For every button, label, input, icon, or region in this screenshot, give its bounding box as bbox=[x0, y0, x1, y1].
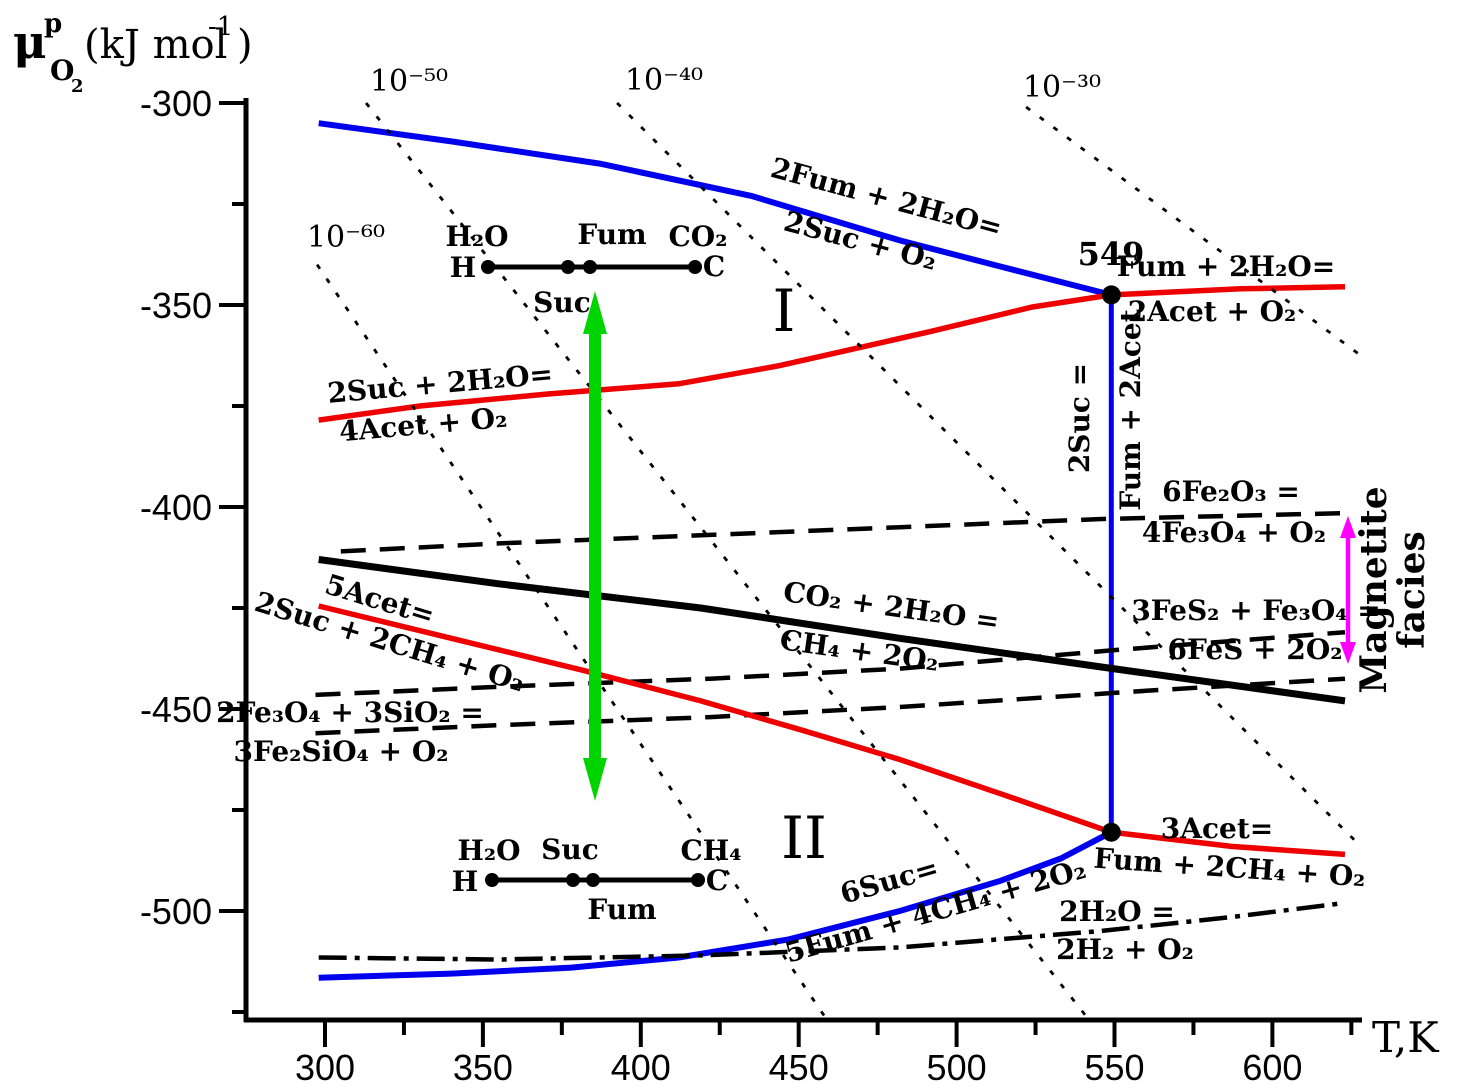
magnetite-facies-annotation: Magnetite facies bbox=[1340, 486, 1433, 694]
tieline-bottom-dot-h bbox=[485, 873, 499, 887]
magnetite-facies-label-2: facies bbox=[1391, 531, 1433, 649]
inset-top-suc: Suc bbox=[533, 286, 591, 319]
inset-top-co2: CO₂ bbox=[669, 220, 728, 253]
label-acet-fum-ch4-2: Fum + 2CH₄ + O₂ bbox=[1093, 842, 1367, 894]
region-label-II: II bbox=[781, 804, 827, 872]
label-pyrite-buffer-1: 3FeS₂ + Fe₃O₄ = bbox=[1131, 594, 1380, 627]
mu-symbol: μ bbox=[13, 15, 47, 69]
mu-subscript-2: 2 bbox=[71, 76, 84, 97]
x-tick-label-400: 400 bbox=[611, 1047, 671, 1083]
x-tick-label-500: 500 bbox=[927, 1047, 987, 1083]
units-open: (kJ mol bbox=[84, 22, 227, 68]
magenta-arrow-head-top bbox=[1340, 516, 1356, 538]
magenta-arrow-head-bottom bbox=[1340, 642, 1356, 664]
label-acet-fum-ch4-1: 3Acet= bbox=[1161, 812, 1273, 845]
inset-bottom-fum: Fum bbox=[587, 893, 656, 926]
inset-bottom-suc: Suc bbox=[541, 833, 599, 866]
inset-top-tieline: H₂O Fum CO₂ Suc H C bbox=[445, 218, 727, 319]
inset-bottom-ch4: CH₄ bbox=[680, 834, 741, 867]
label-pyrite-buffer-2: 6FeS + 2O₂ bbox=[1168, 633, 1343, 666]
y-tick-label--300: -300 bbox=[140, 83, 212, 124]
junction-temperature-label: 549 bbox=[1078, 235, 1145, 273]
curve-co2-ch4 bbox=[318, 556, 1346, 705]
label-suc-disprop-1: 2Suc = bbox=[1063, 363, 1096, 473]
junction-point-2 bbox=[1101, 822, 1121, 842]
tieline-bottom-dot-fum bbox=[586, 873, 600, 887]
inset-top-fum: Fum bbox=[577, 218, 646, 251]
y-tick-label--450: -450 bbox=[140, 689, 212, 730]
inset-bottom-tieline: H₂O Suc CH₄ Fum H C bbox=[452, 833, 742, 926]
label-fum-acet-2: 2Acet + O₂ bbox=[1128, 295, 1297, 328]
curves-layer bbox=[315, 102, 1362, 1021]
inset-bottom-h: H bbox=[452, 865, 478, 898]
mu-subscript-o: O bbox=[50, 54, 74, 87]
curve-iso-50 bbox=[365, 102, 1091, 1021]
curve-magnetite-fayalite bbox=[315, 676, 1346, 736]
inset-bottom-h2o: H₂O bbox=[457, 834, 520, 867]
curve-suc-acet bbox=[318, 292, 1112, 423]
label-suc-disprop-2: Fum + 2Acet bbox=[1114, 309, 1147, 510]
curve-acet-suc-ch4 bbox=[318, 603, 1113, 835]
axes-layer: 300 350 400 450 500 550 600 -300 -350 -400 -450 -5… bbox=[140, 83, 1440, 1083]
curve-hematite-magnetite bbox=[340, 510, 1346, 554]
isopleth-labels: 10⁻⁶⁰ 10⁻⁵⁰ 10⁻⁴⁰ 10⁻³⁰ bbox=[307, 63, 1101, 255]
curve-acet-fum-ch4 bbox=[1110, 829, 1346, 858]
curve-suc-fum-ch4 bbox=[318, 829, 1113, 981]
label-water-2: 2H₂ + O₂ bbox=[1056, 933, 1194, 966]
junction-point-1 bbox=[1101, 285, 1121, 305]
tieline-top-dot-fum bbox=[583, 260, 597, 274]
tieline-top-dot-h bbox=[481, 260, 495, 274]
inset-top-h: H bbox=[450, 251, 476, 284]
mu-superscript-p: p bbox=[44, 9, 62, 39]
x-tick-label-300: 300 bbox=[295, 1047, 355, 1083]
isopleth-label-1e-40: 10⁻⁴⁰ bbox=[625, 63, 703, 98]
tieline-top-dot-c bbox=[688, 260, 702, 274]
label-suc-acet-2: 4Acet + O₂ bbox=[338, 401, 509, 449]
green-double-arrow bbox=[583, 291, 607, 801]
x-tick-label-600: 600 bbox=[1242, 1047, 1302, 1083]
label-qfm-buffer-1: 2Fe₃O₄ + 3SiO₂ = bbox=[216, 696, 484, 729]
tieline-top-dot-suc bbox=[561, 260, 575, 274]
inset-top-h2o: H₂O bbox=[445, 220, 508, 253]
units-close: ) bbox=[237, 22, 253, 68]
isopleth-label-1e-60: 10⁻⁶⁰ bbox=[307, 220, 385, 255]
y-tick-label--350: -350 bbox=[140, 285, 212, 326]
curve-pyrite-pyrrhotite bbox=[315, 629, 1346, 698]
y-tick-label--400: -400 bbox=[140, 487, 212, 528]
x-tick-label-450: 450 bbox=[769, 1047, 829, 1083]
x-axis-title: T,K bbox=[1372, 1013, 1440, 1062]
inset-bottom-c: C bbox=[706, 864, 728, 897]
x-tick-label-550: 550 bbox=[1084, 1047, 1144, 1083]
units-exponent: -1 bbox=[208, 12, 233, 42]
isopleth-label-1e-30: 10⁻³⁰ bbox=[1023, 70, 1101, 105]
isopleth-label-1e-50: 10⁻⁵⁰ bbox=[370, 64, 448, 99]
label-fum-acet-1: Fum + 2H₂O= bbox=[1117, 250, 1335, 283]
label-hm-buffer-2: 4Fe₃O₄ + O₂ bbox=[1142, 516, 1326, 549]
curve-fum-suc bbox=[318, 120, 1113, 298]
y-axis-title: μ p O 2 (kJ mol -1 ) bbox=[13, 9, 253, 97]
tieline-bottom-dot-c bbox=[691, 873, 705, 887]
x-axis-ticks: 300 350 400 450 500 550 600 bbox=[295, 1020, 1354, 1083]
magnetite-facies-label-1: Magnetite bbox=[1353, 486, 1395, 693]
label-qfm-buffer-2: 3Fe₂SiO₄ + O₂ bbox=[233, 735, 448, 768]
curve-fum-acet bbox=[1111, 284, 1346, 298]
label-hm-buffer-1: 6Fe₂O₃ = bbox=[1162, 475, 1300, 508]
region-label-I: I bbox=[773, 277, 796, 345]
x-tick-label-350: 350 bbox=[453, 1047, 513, 1083]
label-water-1: 2H₂O = bbox=[1059, 895, 1175, 928]
y-axis-ticks: -300 -350 -400 -450 -500 bbox=[140, 83, 246, 1014]
tieline-bottom-dot-suc bbox=[566, 873, 580, 887]
curve-iso-30 bbox=[1025, 105, 1362, 357]
inset-top-c: C bbox=[703, 250, 725, 283]
y-tick-label--500: -500 bbox=[140, 891, 212, 932]
